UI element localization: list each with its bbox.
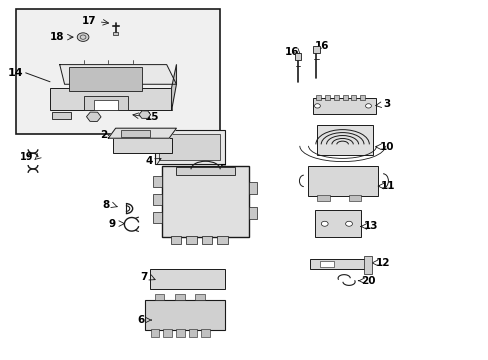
Circle shape bbox=[321, 221, 327, 226]
Bar bbox=[163, 329, 172, 337]
Bar bbox=[309, 258, 366, 269]
Circle shape bbox=[345, 221, 352, 226]
Text: 2: 2 bbox=[100, 130, 107, 140]
Bar bbox=[351, 95, 356, 100]
Text: 1: 1 bbox=[154, 197, 161, 206]
Bar bbox=[153, 194, 162, 205]
Polygon shape bbox=[108, 128, 176, 138]
Text: 15: 15 bbox=[144, 112, 159, 122]
Text: 4: 4 bbox=[146, 157, 153, 166]
Bar bbox=[154, 294, 164, 300]
Bar bbox=[316, 95, 321, 100]
Polygon shape bbox=[60, 64, 176, 84]
Bar bbox=[153, 212, 162, 223]
Bar bbox=[217, 237, 227, 244]
Bar bbox=[294, 53, 301, 60]
Text: 19: 19 bbox=[20, 152, 33, 162]
Bar bbox=[175, 294, 184, 300]
Bar bbox=[201, 237, 212, 244]
Bar bbox=[249, 207, 256, 219]
Bar bbox=[162, 166, 249, 237]
Circle shape bbox=[314, 104, 320, 108]
Bar bbox=[153, 176, 162, 187]
Text: 12: 12 bbox=[375, 258, 389, 268]
Bar bbox=[314, 210, 361, 237]
Text: 6: 6 bbox=[138, 315, 145, 325]
Polygon shape bbox=[171, 64, 176, 111]
Text: 3: 3 bbox=[383, 99, 390, 109]
Bar bbox=[348, 195, 361, 202]
Bar bbox=[363, 256, 372, 274]
Bar bbox=[317, 195, 329, 202]
Bar bbox=[195, 294, 204, 300]
Bar bbox=[16, 9, 220, 134]
Bar bbox=[159, 134, 220, 159]
Bar bbox=[50, 88, 171, 111]
Bar bbox=[176, 329, 184, 337]
Bar bbox=[150, 329, 159, 337]
Bar bbox=[149, 269, 224, 289]
Bar bbox=[52, 112, 71, 119]
Bar bbox=[94, 100, 118, 111]
Bar bbox=[307, 166, 377, 196]
Bar bbox=[84, 96, 127, 111]
Bar bbox=[188, 329, 197, 337]
Bar bbox=[186, 237, 197, 244]
Circle shape bbox=[77, 33, 89, 41]
Text: 11: 11 bbox=[380, 181, 394, 191]
Text: 7: 7 bbox=[140, 272, 147, 282]
Bar bbox=[249, 182, 256, 194]
Bar bbox=[154, 130, 224, 164]
Text: 5: 5 bbox=[219, 164, 226, 174]
Bar bbox=[113, 138, 171, 153]
Text: 18: 18 bbox=[50, 32, 64, 42]
Bar bbox=[342, 95, 347, 100]
Bar bbox=[69, 67, 142, 91]
Bar bbox=[325, 95, 329, 100]
Text: 16: 16 bbox=[285, 47, 299, 57]
Text: 16: 16 bbox=[314, 41, 329, 51]
Bar bbox=[317, 125, 372, 155]
Text: 14: 14 bbox=[7, 68, 23, 78]
Text: 20: 20 bbox=[361, 276, 375, 286]
Text: 17: 17 bbox=[81, 16, 96, 26]
Bar bbox=[312, 98, 375, 114]
Text: 13: 13 bbox=[363, 221, 377, 231]
Bar bbox=[113, 32, 118, 35]
Circle shape bbox=[365, 104, 371, 108]
Bar bbox=[360, 95, 365, 100]
Bar bbox=[120, 130, 149, 137]
Bar bbox=[201, 329, 209, 337]
Bar bbox=[319, 261, 334, 267]
Bar bbox=[170, 237, 181, 244]
Text: 8: 8 bbox=[102, 200, 109, 210]
Bar bbox=[333, 95, 338, 100]
Text: 9: 9 bbox=[108, 219, 116, 229]
Bar bbox=[144, 300, 224, 330]
Bar bbox=[312, 46, 319, 53]
Bar bbox=[176, 167, 234, 175]
Text: 10: 10 bbox=[379, 142, 393, 152]
